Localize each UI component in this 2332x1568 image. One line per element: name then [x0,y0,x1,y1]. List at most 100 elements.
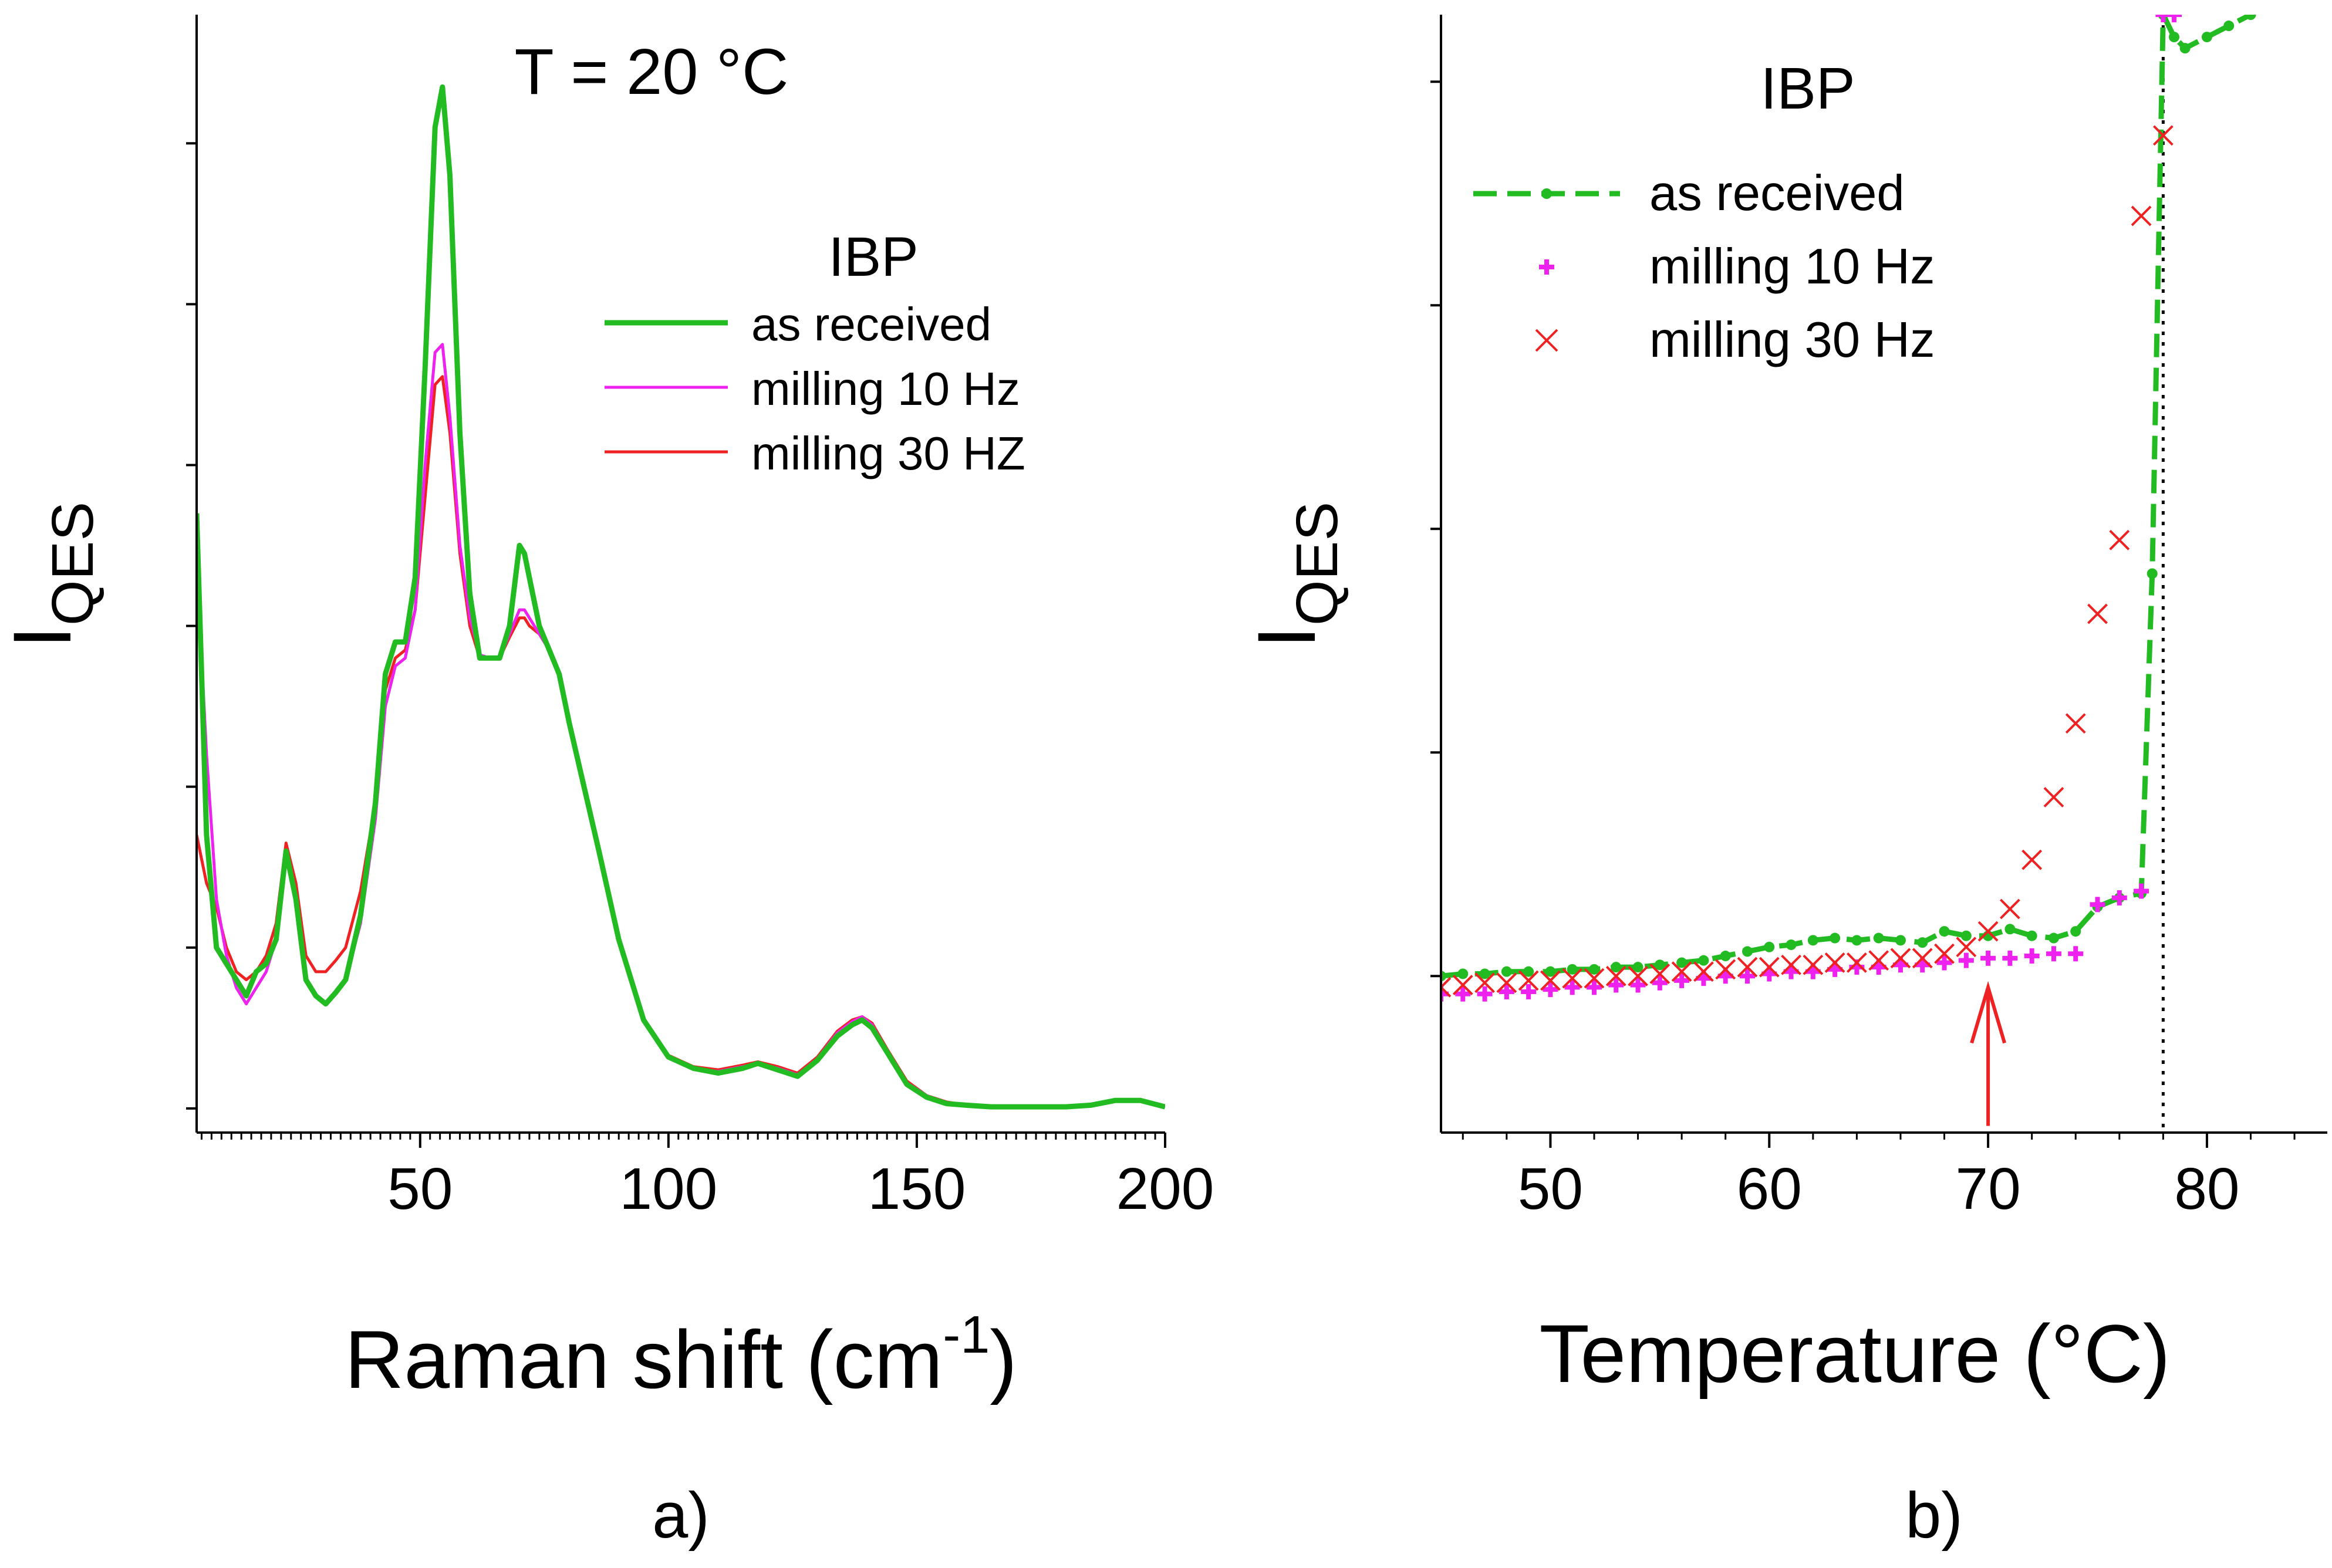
legend-label-a-1: milling 10 Hz [751,363,1020,415]
point-milling-30hz-b [1518,970,1539,991]
point-milling-30hz-b [1562,968,1583,989]
panel-b: 50 60 70 80 IBP as received milling 10 Hz milli… [1240,15,2327,1552]
point-milling-30hz-a [1441,985,1452,998]
point-milling-10hz [2166,15,2182,22]
panel-a: 50 100 150 200 T = 20 °C IBP as received millin… [0,15,1214,1552]
point-milling-10hz [2111,890,2127,905]
point-milling-30hz [1824,952,1845,973]
point-milling-30hz-b [1671,961,1692,982]
point-as-received [1830,932,1841,944]
point-milling-30hz [1803,954,1824,975]
a-x-tick-label: 50 [387,1156,453,1222]
point-milling-30hz [1584,968,1605,989]
point-as-received [2201,32,2212,43]
point-as-received [2070,926,2081,937]
point-milling-10hz [2090,897,2105,913]
point-milling-10hz [1608,977,1624,993]
point-milling-10hz [2155,15,2171,22]
point-as-received [1654,959,1665,971]
legend-title-b: IBP [1760,56,1855,121]
point-as-received [2026,930,2037,941]
point-milling-30hz [1649,964,1670,984]
point-milling-10hz [1543,982,1558,998]
point-milling-30hz-b [1999,898,2020,920]
point-milling-30hz-b [1890,948,1911,969]
point-milling-30hz-b [1803,954,1824,975]
point-milling-10hz [1564,979,1580,995]
point-milling-30hz [1956,937,1977,958]
point-milling-10hz [2134,883,2149,899]
b-x-tick-label: 60 [1737,1156,1802,1222]
point-milling-30hz [1934,943,1955,964]
point-milling-30hz-b [1868,950,1889,971]
point-milling-30hz [1737,957,1758,978]
point-milling-30hz-b [1452,975,1473,995]
plot-area-b [1441,15,2257,1133]
point-as-received [1523,966,1534,977]
y-axis-label-group: IQES [0,502,106,648]
point-milling-30hz-b [1693,961,1714,982]
point-milling-30hz [1671,961,1692,982]
point-as-received [1567,964,1578,975]
y-axis-label-group: IQES [1240,502,1350,648]
point-milling-10hz [1739,968,1755,984]
point-as-received [1588,964,1599,975]
point-as-received [1479,968,1490,979]
point-milling-10hz [2068,946,2084,962]
y-axis-label-main: I [0,626,88,648]
point-as-received [1698,955,1709,966]
point-milling-30hz [2021,849,2043,870]
point-milling-30hz [2087,603,2108,624]
point-as-received [1632,962,1643,973]
point-milling-10hz [1630,977,1646,993]
point-as-received [1441,971,1446,982]
point-as-received [2147,568,2158,579]
y-axis-label-main: I [1240,626,1332,648]
point-as-received [1742,946,1753,957]
point-milling-10hz [1521,984,1537,999]
chart-title-a: T = 20 °C [515,36,789,108]
point-as-received [1764,941,1775,952]
point-milling-30hz [1605,965,1626,986]
point-as-received [1960,930,1972,941]
point-milling-30hz [1441,976,1452,998]
point-milling-30hz-b [1737,957,1758,978]
y-axis-label: IQES [1240,502,1350,648]
point-milling-30hz-b [1584,968,1605,989]
y-axis-label: IQES [0,502,106,648]
point-milling-30hz [1912,948,1933,969]
point-milling-30hz-b [2043,787,2064,807]
point-milling-10hz [1980,950,1996,966]
point-milling-30hz-b [1759,957,1780,978]
a-x-tick-label: 150 [868,1156,966,1222]
legend-label-a-2: milling 30 HZ [751,427,1025,479]
point-milling-30hz [2152,125,2174,146]
point-as-received [1501,966,1512,977]
point-as-received [2179,43,2191,54]
point-milling-30hz-b [1934,943,1955,964]
point-milling-30hz [1999,898,2020,920]
point-as-received [1807,935,1818,946]
point-as-received [1676,957,1688,968]
point-milling-10hz [2046,946,2061,962]
legend-label-b-1: milling 10 Hz [1649,239,1935,295]
point-as-received [2223,21,2235,32]
point-milling-30hz [1628,965,1648,986]
point-milling-30hz [1868,950,1889,971]
point-milling-30hz [2043,787,2064,807]
x-axis-label-a: Raman shift (cm-1) [345,1306,1017,1405]
arrow-head [1970,981,2006,1044]
point-milling-30hz-b [2021,849,2043,870]
point-milling-30hz [1518,970,1539,991]
point-milling-30hz-b [1441,976,1452,989]
point-milling-30hz [1540,970,1561,991]
point-as-received [1611,962,1622,973]
y-axis-label-sub: QES [40,502,106,626]
legend-marker-b-2-b [1535,329,1558,352]
point-milling-30hz [1496,972,1517,993]
legend-label-a-0: as received [751,298,991,350]
point-milling-30hz [1781,954,1801,975]
legend-marker-b-0 [1541,188,1552,199]
point-milling-10hz [1586,979,1602,995]
point-milling-30hz-b [2087,603,2108,624]
